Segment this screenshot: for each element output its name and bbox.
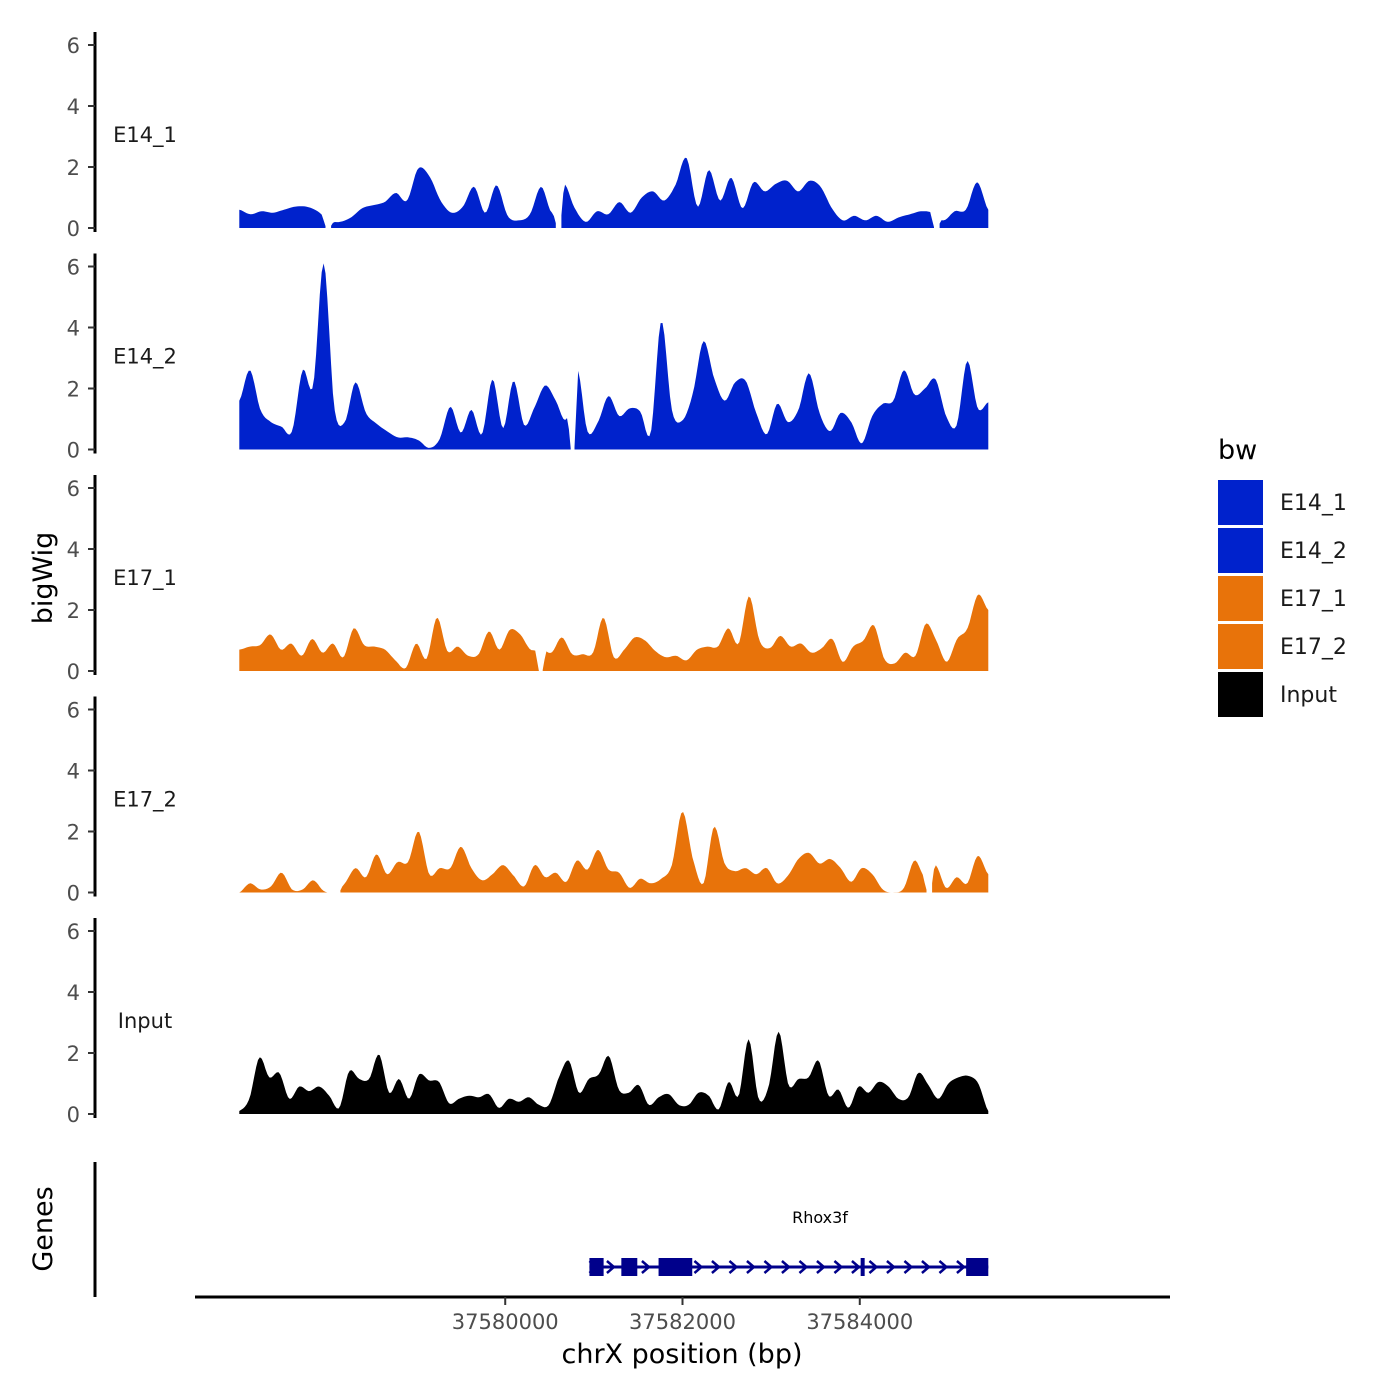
- strand-chevron: [851, 1260, 861, 1274]
- track-label: Input: [118, 1009, 172, 1033]
- y-tick-label: 0: [67, 1103, 80, 1127]
- strand-chevron: [728, 1260, 739, 1274]
- y-tick-label: 2: [67, 156, 80, 180]
- signal-area-e14-1-1: [331, 167, 556, 228]
- legend-item-e17-2: E17_2: [1218, 624, 1347, 669]
- y-tick-label: 2: [67, 821, 80, 845]
- track-e14-2: 0 2 4 6 E14_2: [67, 253, 989, 463]
- y-tick-label: 6: [67, 34, 80, 58]
- strand-chevron: [763, 1260, 774, 1274]
- legend-label: E17_1: [1280, 587, 1347, 612]
- signal-area-e14-2-1: [574, 323, 989, 450]
- legend-swatch: [1218, 576, 1263, 621]
- x-axis-title: chrX position (bp): [561, 1339, 802, 1370]
- gene-label: Rhox3f: [792, 1208, 848, 1227]
- signal-area-e14-1-2: [561, 157, 934, 228]
- gene-exon-5: [966, 1258, 989, 1276]
- signal-area-e17-2-1: [340, 812, 927, 893]
- strand-chevron: [938, 1260, 949, 1274]
- track-e17-1: 0 2 4 6 E17_1: [67, 475, 989, 684]
- strand-chevron: [956, 1260, 966, 1274]
- y-tick-label: 2: [67, 1042, 80, 1066]
- signal-area-e17-1-0: [239, 617, 539, 671]
- legend-item-e17-1: E17_1: [1218, 576, 1347, 621]
- gene-model-rhox3f: [588, 1258, 989, 1276]
- y-tick-label: 0: [67, 217, 80, 241]
- signal-area-e17-1-1: [542, 594, 989, 671]
- y-tick-label: 6: [67, 477, 80, 501]
- strand-chevron: [921, 1260, 931, 1274]
- signal-area-input-0: [239, 1031, 989, 1114]
- legend-title: bw: [1218, 435, 1257, 466]
- track-e17-2: 0 2 4 6 E17_2: [67, 696, 989, 906]
- track-label: E17_2: [113, 788, 177, 813]
- legend-swatch: [1218, 672, 1263, 717]
- legend-label: Input: [1280, 683, 1337, 708]
- signal-area-e14-1-0: [239, 206, 326, 228]
- legend-swatch: [1218, 624, 1263, 669]
- legend-item-input: Input: [1218, 672, 1337, 717]
- gene-exon-4: [860, 1258, 865, 1276]
- x-axis: 37580000 37582000 37584000: [195, 1295, 1170, 1334]
- legend-swatch: [1218, 480, 1263, 525]
- y-tick-label: 2: [67, 378, 80, 402]
- strand-chevron: [868, 1260, 879, 1274]
- x-tick-label: 37580000: [452, 1310, 559, 1334]
- legend-label: E14_1: [1280, 491, 1347, 516]
- y-tick-label: 4: [67, 317, 80, 341]
- x-axis-ticks: 37580000 37582000 37584000: [452, 1297, 913, 1334]
- x-tick-label: 37584000: [806, 1310, 913, 1334]
- track-label: E14_1: [113, 123, 177, 148]
- y-axis-title: bigWig: [28, 532, 59, 625]
- y-tick-label: 0: [67, 439, 80, 463]
- y-tick-label: 6: [67, 256, 80, 280]
- y-tick-label: 4: [67, 981, 80, 1005]
- gene-exon-1: [589, 1258, 604, 1276]
- legend-swatch: [1218, 528, 1263, 573]
- strand-chevron: [816, 1260, 826, 1274]
- legend-item-e14-2: E14_2: [1218, 528, 1347, 573]
- y-tick-label: 0: [67, 660, 80, 684]
- strand-chevron: [693, 1260, 704, 1274]
- strand-chevron: [606, 1260, 616, 1274]
- strand-chevron: [798, 1260, 809, 1274]
- track-e14-1: 0 2 4 6 E14_1: [67, 32, 989, 241]
- track-label: E17_1: [113, 566, 177, 591]
- strand-chevron: [781, 1260, 791, 1274]
- legend-item-e14-1: E14_1: [1218, 480, 1347, 525]
- y-tick-label: 2: [67, 599, 80, 623]
- y-tick-label: 6: [67, 699, 80, 723]
- strand-chevron: [886, 1260, 896, 1274]
- signal-area-e17-2-2: [932, 856, 989, 893]
- legend: bw E14_1 E14_2 E17_1 E17_2 Input: [1218, 435, 1347, 717]
- y-tick-label: 4: [67, 95, 80, 119]
- strand-chevron: [746, 1260, 756, 1274]
- genes-axis-title: Genes: [28, 1186, 59, 1271]
- genes-panel: Rhox3f: [93, 1162, 989, 1297]
- strand-chevron: [903, 1260, 914, 1274]
- strand-chevron: [641, 1260, 651, 1274]
- x-tick-label: 37582000: [629, 1310, 736, 1334]
- gene-exon-3: [658, 1258, 693, 1276]
- gene-exon-2: [621, 1258, 638, 1276]
- signal-area-e14-1-3: [939, 182, 989, 228]
- y-tick-label: 4: [67, 760, 80, 784]
- strand-chevron: [711, 1260, 721, 1274]
- legend-items: E14_1 E14_2 E17_1 E17_2 Input: [1218, 480, 1347, 717]
- y-tick-label: 4: [67, 538, 80, 562]
- strand-chevron: [833, 1260, 844, 1274]
- y-tick-label: 6: [67, 920, 80, 944]
- legend-label: E17_2: [1280, 635, 1347, 660]
- signal-area-e14-2-0: [239, 263, 571, 450]
- bigwig-tracks: 0 2 4 6 E14_1 0 2 4 6 E14_2 0 2 4 6 E17_1 0 2 4 6 E17_2 0 2 4 6…: [67, 32, 989, 1127]
- y-tick-label: 0: [67, 882, 80, 906]
- legend-label: E14_2: [1280, 539, 1347, 564]
- track-label: E14_2: [113, 345, 177, 370]
- track-input: 0 2 4 6 Input: [67, 918, 989, 1127]
- signal-area-e17-2-0: [239, 872, 335, 893]
